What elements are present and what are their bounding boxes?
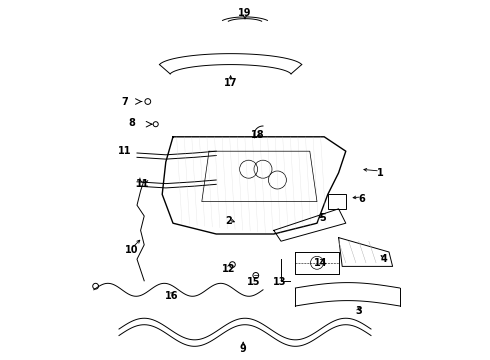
Text: 12: 12: [222, 264, 236, 274]
Text: 19: 19: [238, 8, 252, 18]
Text: 7: 7: [121, 96, 128, 107]
Text: 15: 15: [247, 276, 261, 287]
Text: 13: 13: [272, 276, 286, 287]
Text: 11: 11: [136, 179, 149, 189]
Text: 1: 1: [377, 168, 383, 178]
Text: 14: 14: [314, 258, 327, 268]
Text: 4: 4: [380, 254, 387, 264]
Text: 9: 9: [240, 344, 246, 354]
Text: 16: 16: [165, 291, 178, 301]
Text: 3: 3: [355, 306, 362, 316]
Text: 5: 5: [319, 213, 326, 223]
Text: 8: 8: [128, 118, 135, 128]
Text: 11: 11: [118, 146, 131, 156]
Text: 18: 18: [251, 130, 265, 140]
Text: 2: 2: [225, 216, 232, 226]
Text: 10: 10: [125, 245, 138, 255]
Text: 6: 6: [359, 194, 366, 204]
Text: 17: 17: [224, 78, 237, 88]
